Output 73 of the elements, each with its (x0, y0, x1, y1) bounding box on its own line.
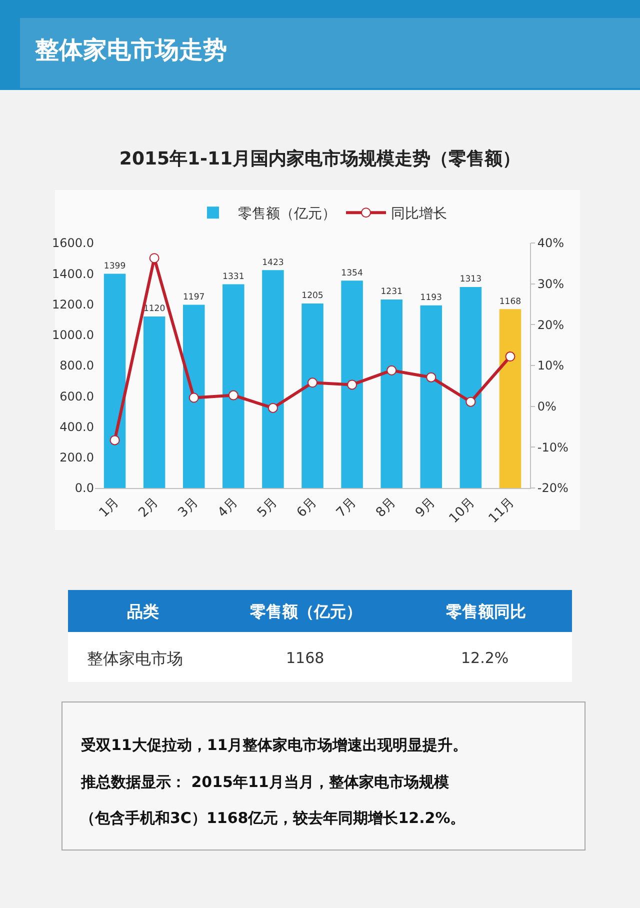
y-tick-label: 1200.0 (52, 297, 94, 312)
x-tick-label: 11月 (486, 494, 518, 526)
x-tick-label: 3月 (176, 494, 202, 521)
y-tick-label: 400.0 (60, 420, 94, 434)
x-tick-label: 6月 (294, 494, 320, 521)
point (386, 365, 397, 376)
legend-label: 同比增长 (391, 206, 447, 222)
bar (302, 303, 324, 488)
point (149, 253, 160, 264)
text: 零售额同比 (445, 602, 526, 621)
x-tick-label: 4月 (215, 494, 241, 521)
text: 推总数据显示： 2015年11月当月，整体家电市场规模 (80, 773, 450, 791)
y2-tick-label: 40% (537, 236, 564, 250)
x-tick-label: 5月 (254, 494, 280, 521)
y2-tick-label: -20% (537, 481, 568, 496)
bar (262, 270, 284, 488)
data-label: 1193 (420, 293, 442, 304)
point (466, 396, 476, 407)
data-label: 1231 (380, 287, 402, 298)
x-tick-label: 2月 (136, 494, 162, 521)
bar (104, 274, 126, 488)
x-tick-label: 10月 (446, 494, 478, 526)
point (188, 392, 199, 403)
text: 1168 (286, 649, 324, 667)
y-tick-label: 200.0 (60, 450, 94, 465)
data-label: 1205 (302, 291, 324, 302)
point (110, 435, 120, 446)
point (505, 352, 516, 362)
y-tick-label: 1400.0 (52, 266, 94, 281)
text: 品类 (127, 602, 159, 621)
data-label: 1197 (183, 292, 205, 302)
bar (499, 309, 522, 488)
y-tick-label: 1000.0 (52, 328, 94, 342)
text: 零售额（亿元） (249, 602, 362, 621)
point (228, 390, 238, 400)
bar (380, 300, 402, 488)
y-tick-label: 800.0 (60, 358, 94, 373)
point (426, 372, 436, 382)
text: （包含手机和3C）1168亿元，较去年同期增长12.2%。 (80, 809, 466, 827)
point (268, 402, 278, 413)
y-tick-label: 1600.0 (52, 236, 94, 250)
y2-tick-label: 20% (537, 318, 564, 332)
text: 整体家电市场 (87, 649, 183, 668)
bar (420, 305, 442, 488)
text: 12.2% (461, 649, 509, 667)
data-label: 1354 (341, 268, 363, 278)
y2-tick-label: 0% (537, 400, 556, 414)
data-label: 1168 (499, 296, 522, 307)
data-label: 1331 (222, 272, 244, 282)
data-label: 1423 (262, 258, 284, 268)
x-tick-label: 7月 (334, 494, 360, 521)
legend-label: 零售额（亿元） (238, 206, 336, 222)
bar (460, 286, 482, 488)
bar (222, 284, 244, 488)
data-label: 1120 (143, 304, 166, 314)
text: 整体家电市场走势 (34, 36, 227, 64)
bar (341, 280, 363, 488)
point (308, 378, 318, 388)
y2-tick-label: 30% (537, 277, 564, 292)
point (347, 380, 358, 390)
bar (143, 316, 166, 488)
bar (182, 304, 205, 488)
x-tick-label: 1月 (96, 494, 122, 521)
chart-title: 2015年1-11月国内家电市场规模走势（零售额） (119, 148, 521, 170)
data-label: 1399 (104, 262, 126, 272)
text: 受双11大促拉动，11月整体家电市场增速出现明显提升。 (80, 736, 468, 754)
data-label: 1313 (460, 274, 482, 285)
y2-tick-label: 10% (537, 358, 564, 373)
y-tick-label: 0.0 (74, 481, 94, 496)
x-tick-label: 9月 (412, 494, 439, 521)
x-tick-label: 8月 (373, 494, 400, 521)
y-tick-label: 600.0 (60, 389, 94, 404)
y2-tick-label: -10% (537, 440, 568, 454)
